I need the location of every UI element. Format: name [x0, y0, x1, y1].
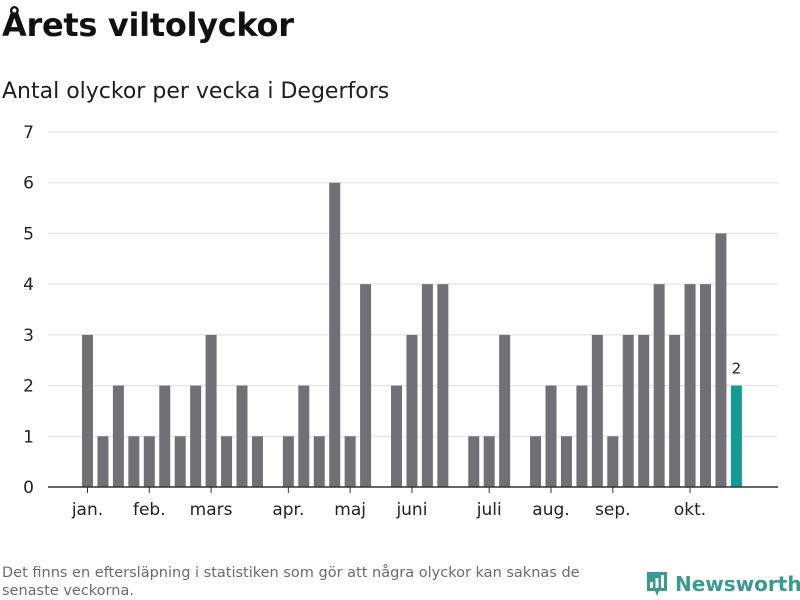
- bar: [112, 385, 124, 487]
- bar: [421, 284, 433, 487]
- bar: [700, 284, 711, 487]
- x-tick-label: mars: [190, 500, 233, 520]
- x-tick-label: juli: [476, 500, 502, 520]
- bar: [190, 385, 202, 487]
- y-tick-label: 3: [23, 326, 34, 346]
- x-tick-label: maj: [334, 500, 366, 520]
- newsworthy-logo-icon: [647, 572, 667, 596]
- bar: [174, 436, 186, 487]
- y-tick-label: 4: [23, 275, 34, 295]
- bar: [560, 436, 572, 487]
- bar: [159, 385, 171, 487]
- x-tick-label: okt.: [674, 500, 706, 520]
- bar: [684, 284, 696, 487]
- bar: [391, 385, 402, 487]
- chart-title: Årets viltolyckor: [2, 6, 294, 44]
- y-tick-label: 7: [23, 123, 34, 143]
- x-tick-label: aug.: [532, 500, 569, 520]
- bar: [653, 284, 665, 487]
- bar: [468, 436, 480, 487]
- y-tick-label: 2: [23, 377, 34, 397]
- bar: [715, 233, 727, 487]
- bars: [82, 182, 742, 487]
- y-tick-label: 6: [23, 174, 34, 194]
- bar: [638, 334, 650, 487]
- x-tick-label: juni: [395, 500, 427, 520]
- bar: [251, 436, 263, 487]
- x-axis-month-labels: jan. feb. mars apr. maj juni juli aug. sep. okt.: [71, 487, 706, 520]
- bar: [236, 385, 248, 487]
- bar-chart: 0 1 2 3 4 5 6 7 jan. feb. mars apr. maj juni juli aug.…: [23, 123, 778, 520]
- bar: [97, 436, 109, 487]
- y-tick-label: 0: [23, 478, 34, 498]
- y-tick-label: 1: [23, 427, 34, 447]
- bar: [483, 436, 495, 487]
- bar: [669, 334, 681, 487]
- bar: [607, 436, 619, 487]
- bar-highlighted: [730, 385, 742, 487]
- bar: [499, 334, 511, 487]
- bar: [205, 334, 217, 487]
- bar: [622, 334, 634, 487]
- bar: [406, 334, 418, 487]
- bar: [298, 385, 310, 487]
- data-label: 2: [732, 360, 742, 378]
- footnote: Det finns en eftersläpning i statistiken…: [2, 565, 580, 599]
- bar: [82, 334, 93, 487]
- bar: [329, 182, 341, 487]
- newsworthy-brand[interactable]: Newsworthy: [645, 570, 800, 598]
- bar: [576, 385, 588, 487]
- bar: [128, 436, 140, 487]
- bar: [344, 436, 356, 487]
- bar: [313, 436, 325, 487]
- x-tick-label: feb.: [133, 500, 166, 520]
- x-tick-label: jan.: [71, 500, 103, 520]
- bar: [545, 385, 557, 487]
- bar: [437, 284, 449, 487]
- bar: [282, 436, 294, 487]
- y-tick-label: 5: [23, 224, 34, 244]
- bar: [221, 436, 233, 487]
- bar: [530, 436, 542, 487]
- y-axis-ticks: 0 1 2 3 4 5 6 7: [23, 123, 34, 498]
- chart-subtitle: Antal olyckor per vecka i Degerfors: [2, 79, 390, 104]
- x-tick-label: sep.: [595, 500, 631, 520]
- brand-name: Newsworthy: [675, 572, 800, 596]
- data-labels: 2: [732, 360, 742, 378]
- bar: [360, 284, 372, 487]
- x-tick-label: apr.: [272, 500, 304, 520]
- bar: [591, 334, 603, 487]
- bar: [143, 436, 155, 487]
